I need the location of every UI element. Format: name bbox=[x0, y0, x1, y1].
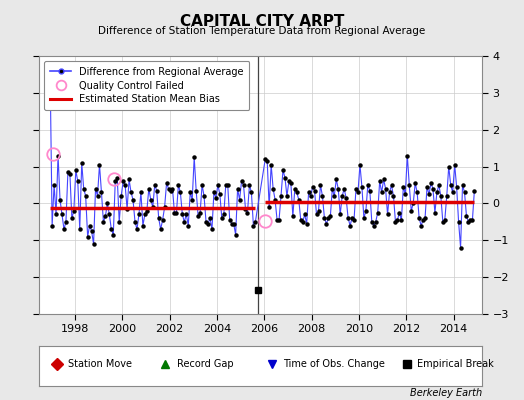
Text: Difference of Station Temperature Data from Regional Average: Difference of Station Temperature Data f… bbox=[99, 26, 425, 36]
Text: Berkeley Earth: Berkeley Earth bbox=[410, 388, 482, 398]
Legend: Difference from Regional Average, Quality Control Failed, Estimated Station Mean: Difference from Regional Average, Qualit… bbox=[44, 61, 249, 110]
Text: Station Move: Station Move bbox=[68, 359, 132, 369]
Text: CAPITAL CITY ARPT: CAPITAL CITY ARPT bbox=[180, 14, 344, 29]
Text: Record Gap: Record Gap bbox=[177, 359, 233, 369]
Text: Time of Obs. Change: Time of Obs. Change bbox=[283, 359, 385, 369]
Text: Empirical Break: Empirical Break bbox=[417, 359, 494, 369]
